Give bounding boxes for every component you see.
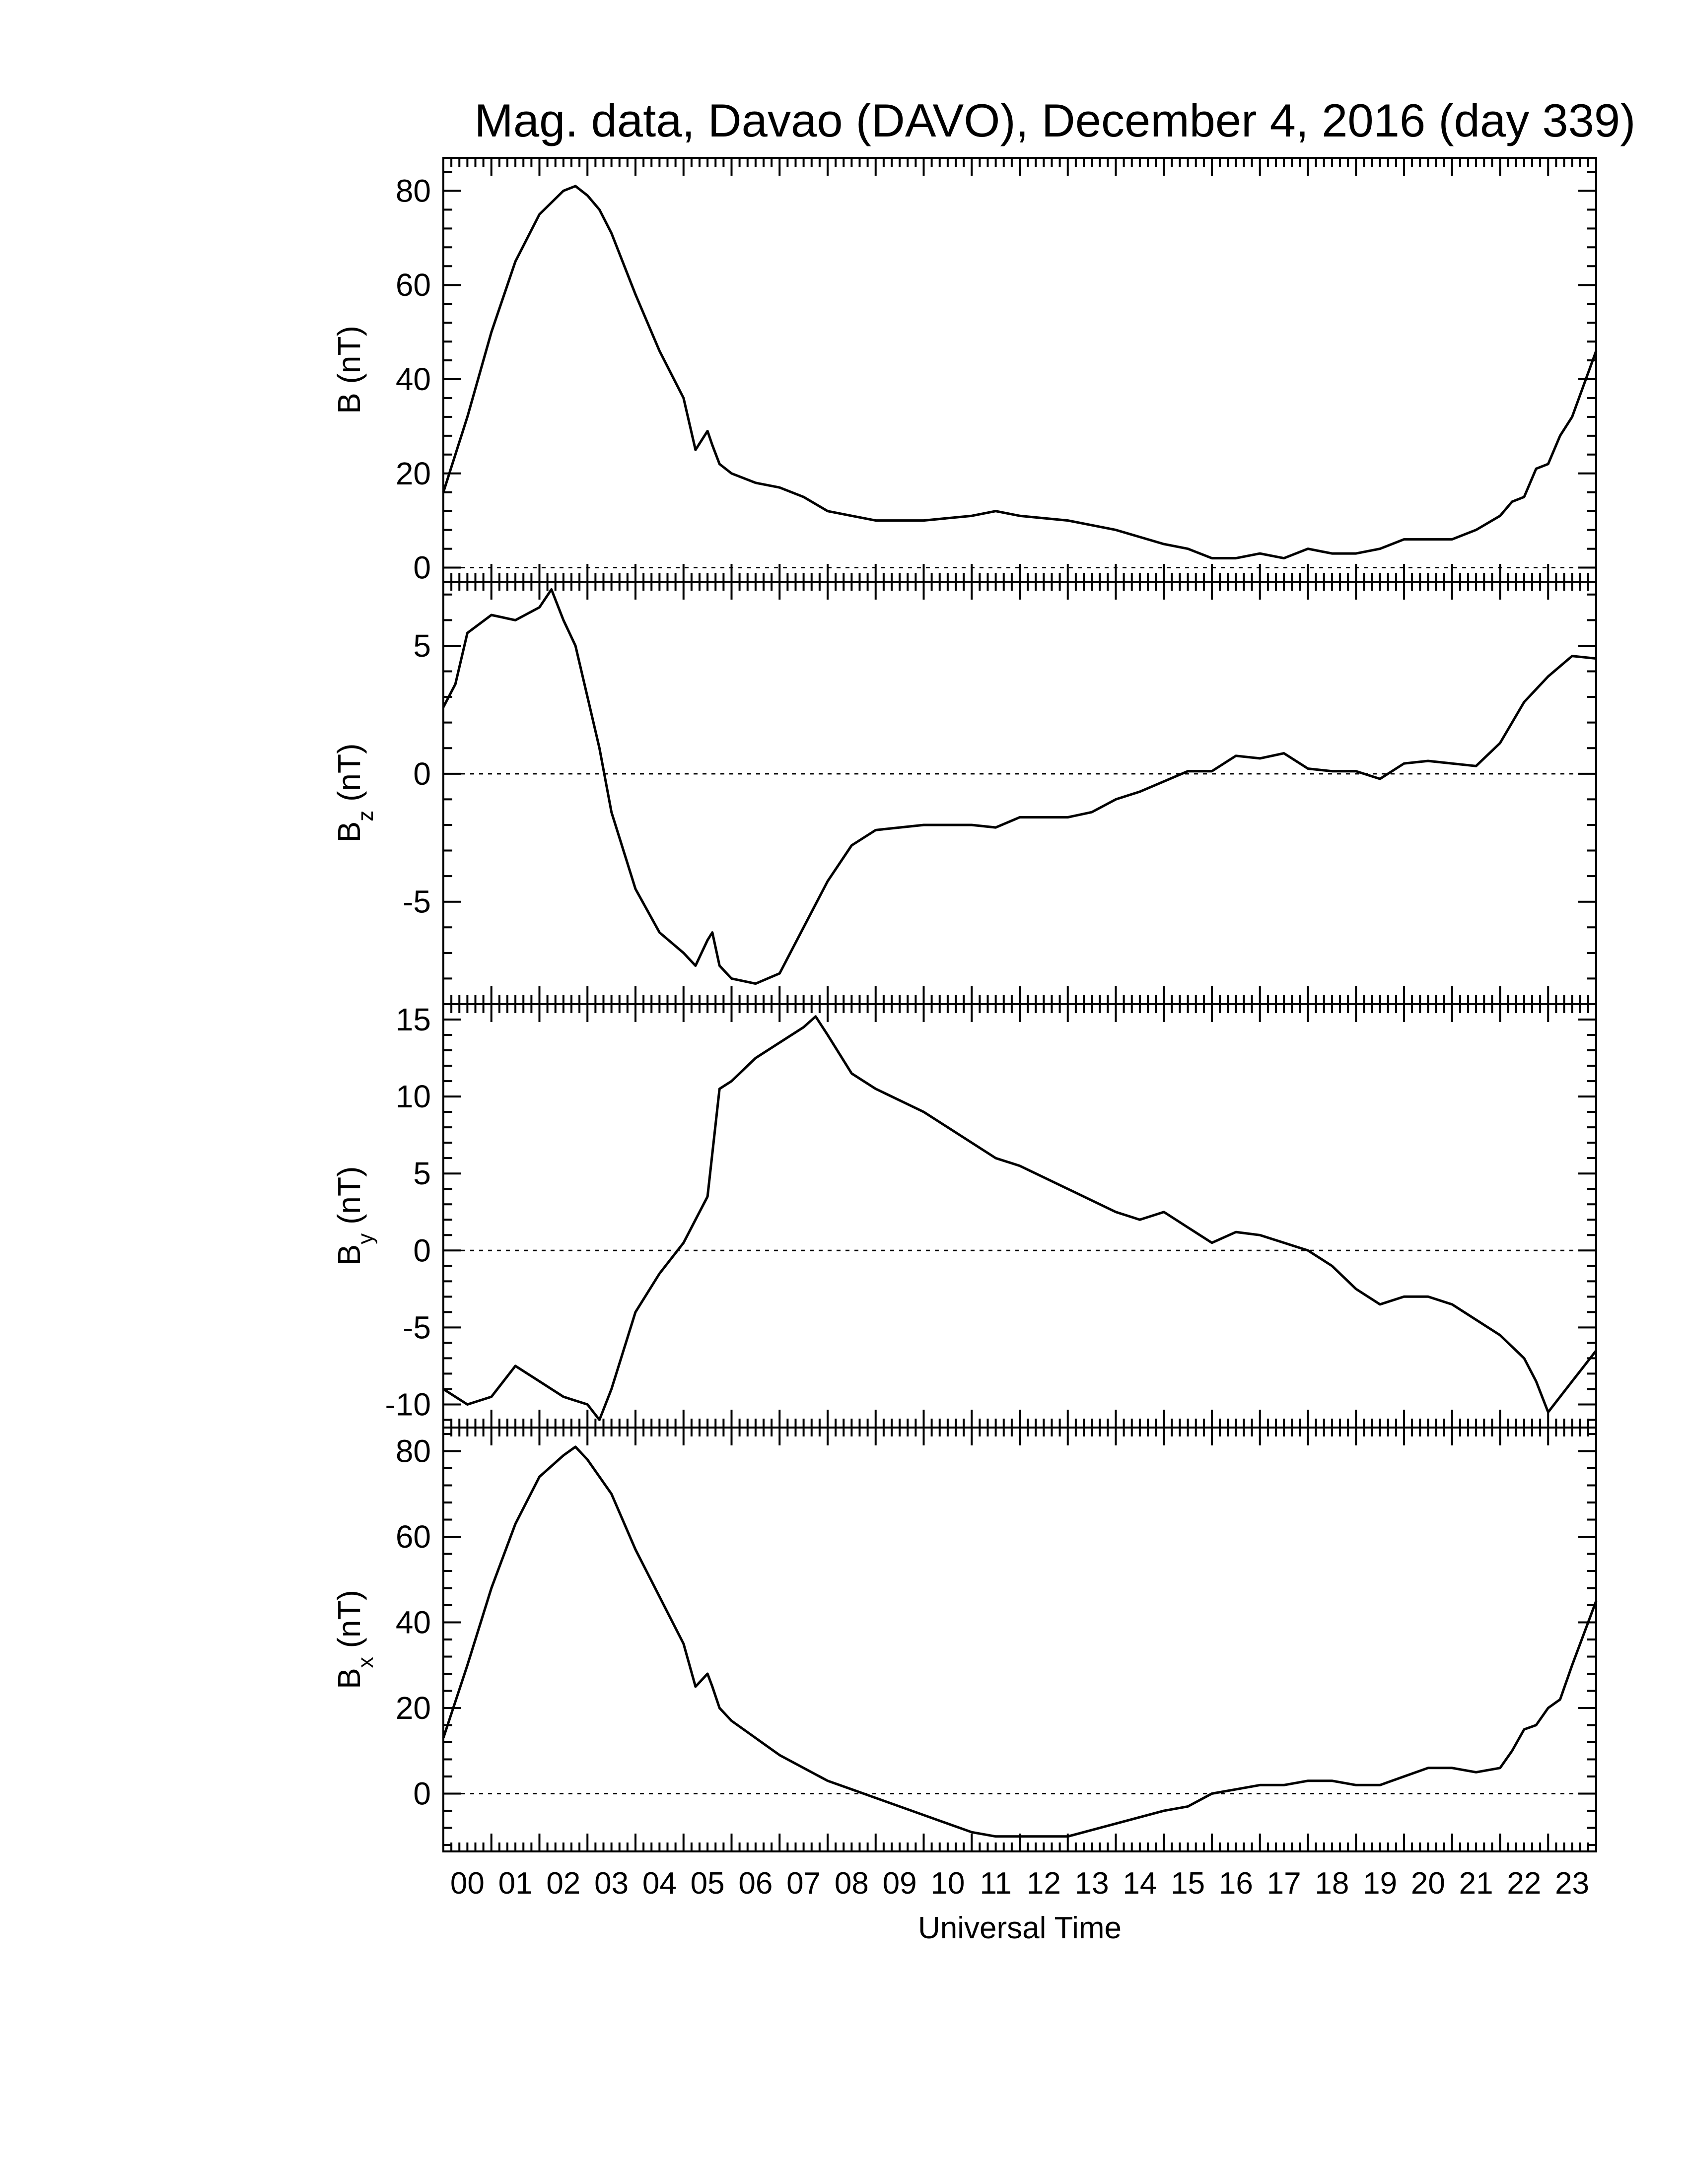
x-tick-label: 22	[1507, 1866, 1541, 1901]
panel-bx: 0 20 40 60 80 Bx (nT)	[331, 1427, 1598, 1852]
panel-frame	[442, 1003, 1597, 1429]
x-tick-label: 16	[1219, 1866, 1253, 1901]
x-axis-label: Universal Time	[918, 1911, 1122, 1945]
x-tick-label: 21	[1459, 1866, 1493, 1901]
x-tick-label: 07	[786, 1866, 821, 1901]
y-tick-label: 60	[396, 1519, 431, 1555]
series-line-bx	[442, 1445, 1598, 1838]
series-line-by	[442, 1015, 1597, 1421]
x-tick-label: 17	[1267, 1866, 1301, 1901]
x-tick-label: 10	[930, 1866, 965, 1901]
x-tick-label: 11	[980, 1866, 1011, 1901]
x-tick-label: 19	[1363, 1866, 1397, 1901]
x-tick-label: 15	[1171, 1866, 1205, 1901]
y-tick-label: 5	[413, 628, 431, 664]
x-tick-label: 06	[738, 1866, 773, 1901]
y-tick-label: 40	[396, 1604, 431, 1640]
y-tick-label: -5	[403, 884, 431, 920]
panel-frame	[442, 581, 1597, 1005]
y-axis-label: Bx (nT)	[331, 1590, 378, 1689]
x-tick-label: 02	[546, 1866, 580, 1901]
y-tick-label: 15	[396, 1002, 431, 1037]
y-tick-label: 5	[413, 1156, 431, 1191]
y-tick-label: 0	[413, 1232, 431, 1268]
panel-b: 0 20 40 60 80 B (nT)	[331, 157, 1598, 586]
y-axis-label: By (nT)	[331, 1166, 378, 1266]
y-tick-label: 0	[413, 756, 431, 792]
series-line-bz	[442, 588, 1597, 985]
x-tick-labels: 00 01 02 03 04 05 06 07 08 09 10 11 12 13 14 15 16 17 18 19…	[450, 1866, 1589, 1901]
y-axis-label: B (nT)	[331, 326, 367, 414]
x-tick-label: 08	[835, 1866, 869, 1901]
x-tick-label: 00	[450, 1866, 485, 1901]
x-tick-label: 01	[498, 1866, 533, 1901]
y-tick-label: 40	[396, 361, 431, 397]
x-tick-label: 09	[883, 1866, 917, 1901]
x-tick-label: 14	[1123, 1866, 1157, 1901]
x-tick-label: 23	[1555, 1866, 1589, 1901]
y-tick-label: 80	[396, 173, 431, 208]
y-tick-label: 60	[396, 267, 431, 303]
panels: 0 20 40 60 80 B (nT) -5 0 5 Bz (nT) -10 -5 0 5 10 15 By …	[331, 157, 1598, 1852]
y-axis-label: Bz (nT)	[331, 744, 378, 843]
y-tick-label: -5	[403, 1309, 431, 1345]
y-tick-label: 10	[396, 1079, 431, 1114]
x-tick-label: 18	[1315, 1866, 1349, 1901]
x-tick-label: 20	[1411, 1866, 1445, 1901]
series-line-b	[442, 185, 1598, 560]
y-tick-label: 0	[413, 1776, 431, 1812]
x-tick-label: 03	[594, 1866, 629, 1901]
y-tick-label: 20	[396, 1690, 431, 1726]
panel-frame	[442, 157, 1597, 583]
x-tick-label: 12	[1027, 1866, 1061, 1901]
panel-frame	[442, 1427, 1597, 1852]
y-tick-label: 80	[396, 1433, 431, 1469]
x-tick-label: 04	[642, 1866, 677, 1901]
y-tick-label: -10	[385, 1386, 431, 1422]
x-tick-label: 05	[691, 1866, 725, 1901]
y-tick-label: 20	[396, 456, 431, 491]
panel-bz: -5 0 5 Bz (nT)	[331, 581, 1597, 1005]
y-tick-label: 0	[413, 550, 431, 586]
x-tick-label: 13	[1075, 1866, 1109, 1901]
panel-by: -10 -5 0 5 10 15 By (nT)	[331, 1002, 1597, 1429]
chart-title: Mag. data, Davao (DAVO), December 4, 201…	[475, 94, 1636, 146]
